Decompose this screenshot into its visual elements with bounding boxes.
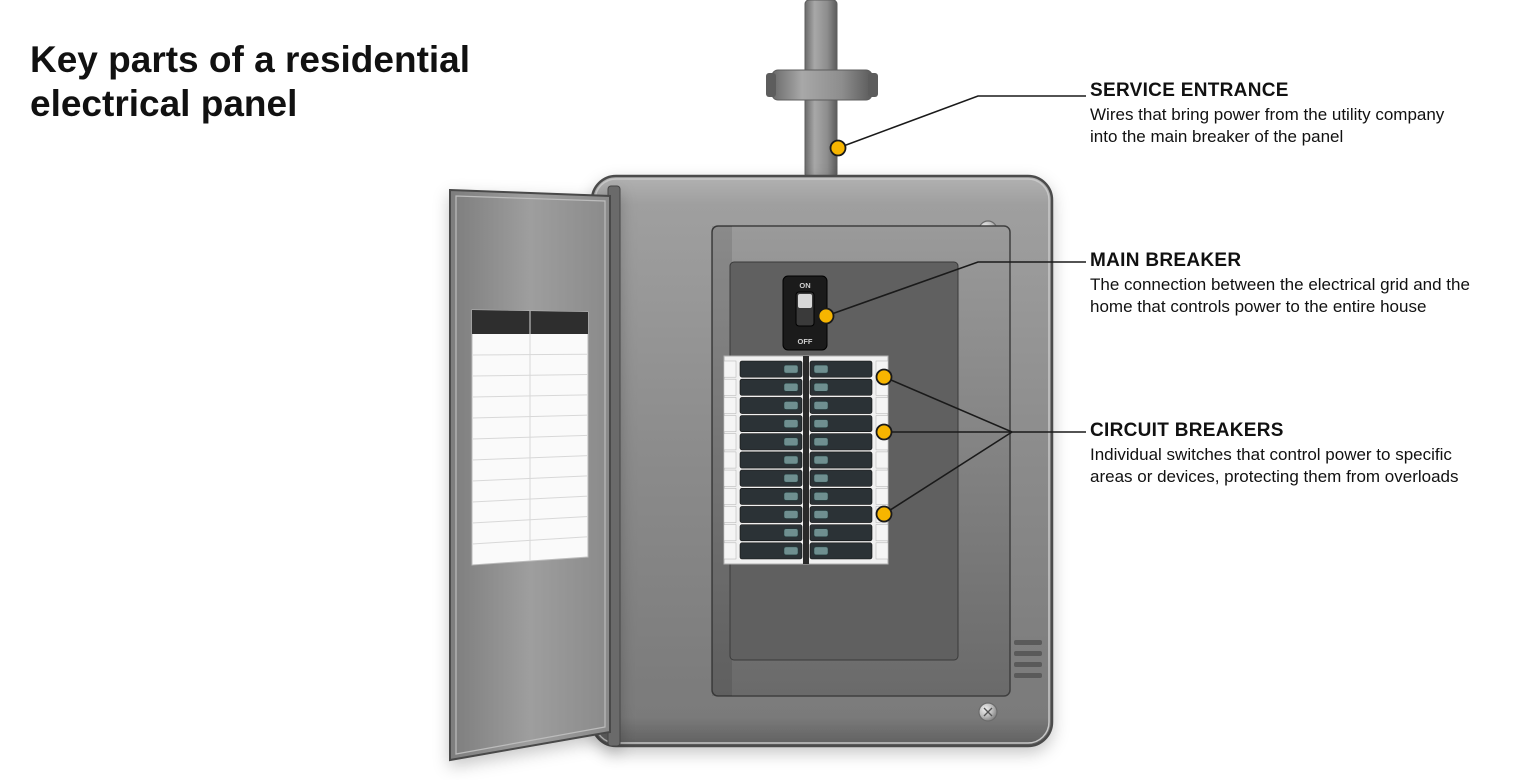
callout-desc: Individual switches that control power t… <box>1090 444 1470 488</box>
svg-text:ON: ON <box>799 281 810 290</box>
callout-title: MAIN BREAKER <box>1090 250 1470 272</box>
callout-desc: The connection between the electrical gr… <box>1090 274 1470 318</box>
callout-main-breaker: MAIN BREAKER The connection between the … <box>1090 250 1470 318</box>
callout-desc: Wires that bring power from the utility … <box>1090 104 1470 148</box>
panel-door <box>450 186 620 760</box>
svg-text:OFF: OFF <box>798 337 813 346</box>
callout-service-entrance: SERVICE ENTRANCE Wires that bring power … <box>1090 80 1470 148</box>
callout-circuit-breakers: CIRCUIT BREAKERS Individual switches tha… <box>1090 420 1470 488</box>
callout-title: CIRCUIT BREAKERS <box>1090 420 1470 442</box>
service-conduit <box>766 0 878 178</box>
callout-title: SERVICE ENTRANCE <box>1090 80 1470 102</box>
breaker-bay <box>724 356 888 564</box>
